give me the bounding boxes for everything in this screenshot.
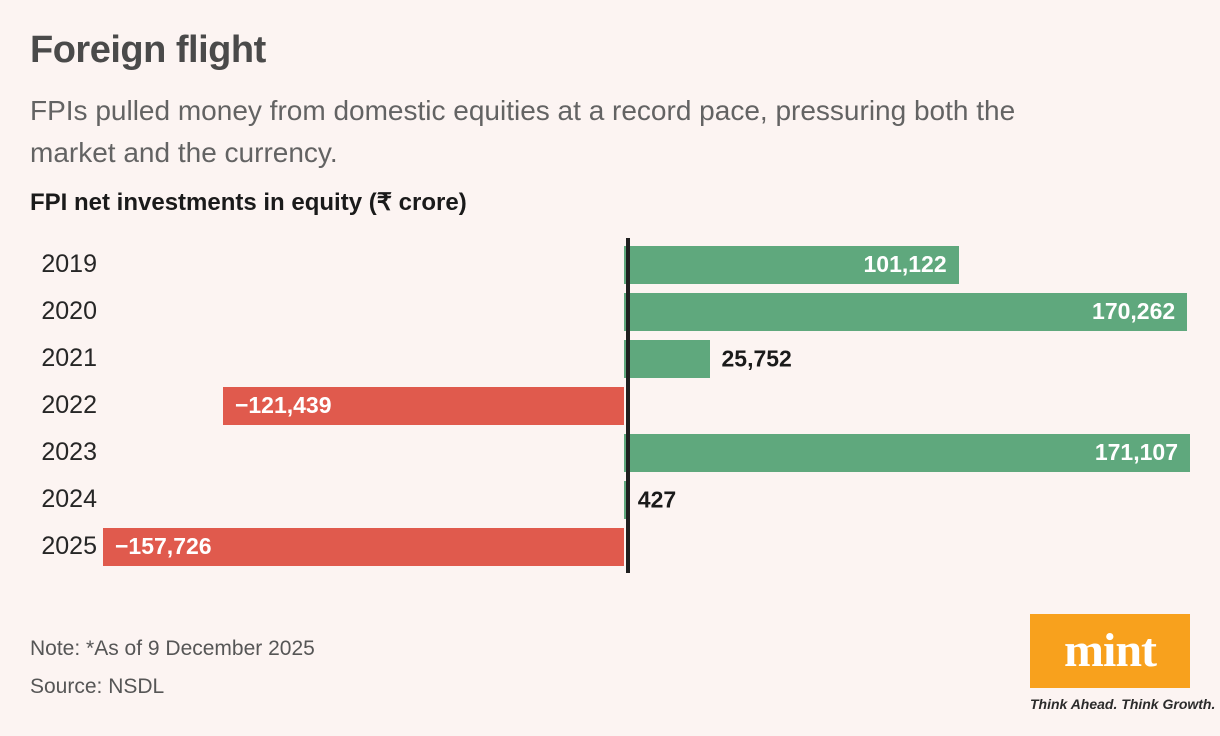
year-label: 2019 (41, 250, 97, 278)
bar-track: 171,107 (103, 433, 1190, 472)
bar-positive: 171,107 (624, 433, 1190, 472)
chart-plot-area: 2019 101,122 2020 170,262 2021 25,752 2022 −121… (30, 238, 1190, 573)
bar-value-label: 101,122 (863, 251, 947, 277)
chart-row: 2023 171,107 (30, 429, 1190, 476)
bar-value-label: −157,726 (115, 533, 212, 559)
bar-positive (624, 480, 626, 519)
mint-branding: mint Think Ahead. Think Growth. (1030, 614, 1216, 712)
chart-row: 2020 170,262 (30, 288, 1190, 335)
bar-value-label: 427 (637, 486, 677, 512)
chart-row: 2022 −121,439 (30, 382, 1190, 429)
year-label: 2022 (41, 391, 97, 419)
page-subtitle: FPIs pulled money from domestic equities… (30, 95, 1016, 168)
bar-chart: 2019 101,122 2020 170,262 2021 25,752 2022 −121… (30, 238, 1190, 573)
chart-row: 2024 427 (30, 476, 1190, 523)
bar-positive (624, 339, 710, 378)
mint-tagline: Think Ahead. Think Growth. (1030, 696, 1216, 712)
page-title: Foreign flight (30, 29, 266, 71)
chart-row: 2019 101,122 (30, 241, 1190, 288)
year-label: 2020 (41, 297, 97, 325)
bar-value-label: 25,752 (721, 345, 792, 371)
mint-logo: mint (1030, 614, 1190, 688)
bar-track: 101,122 (103, 245, 1190, 284)
bar-negative: −157,726 (103, 527, 625, 566)
chart-row: 2025 −157,726 (30, 523, 1190, 570)
chart-footer: Note: *As of 9 December 2025 Source: NSD… (30, 630, 1190, 706)
year-label: 2024 (41, 485, 97, 513)
chart-note: Note: *As of 9 December 2025 (30, 637, 315, 660)
bar-track: −121,439 (103, 386, 1190, 425)
year-label: 2023 (41, 438, 97, 466)
bar-value-label: 170,262 (1092, 298, 1176, 324)
zero-axis-line (625, 238, 630, 573)
chart-row: 2021 25,752 (30, 335, 1190, 382)
chart-title: FPI net investments in equity (₹ crore) (30, 189, 467, 216)
year-label: 2025 (41, 532, 97, 560)
chart-source: Source: NSDL (30, 675, 165, 698)
bar-value-label: 171,107 (1094, 439, 1178, 465)
bar-track: 427 (103, 480, 1190, 519)
bar-negative: −121,439 (222, 386, 625, 425)
mint-logo-text: mint (1064, 624, 1157, 677)
bar-value-label: −121,439 (234, 392, 332, 418)
bar-track: 25,752 (103, 339, 1190, 378)
year-label: 2021 (41, 344, 97, 372)
bar-track: −157,726 (103, 527, 1190, 566)
bar-positive: 170,262 (624, 292, 1188, 331)
bar-positive: 101,122 (624, 245, 959, 284)
bar-track: 170,262 (103, 292, 1190, 331)
